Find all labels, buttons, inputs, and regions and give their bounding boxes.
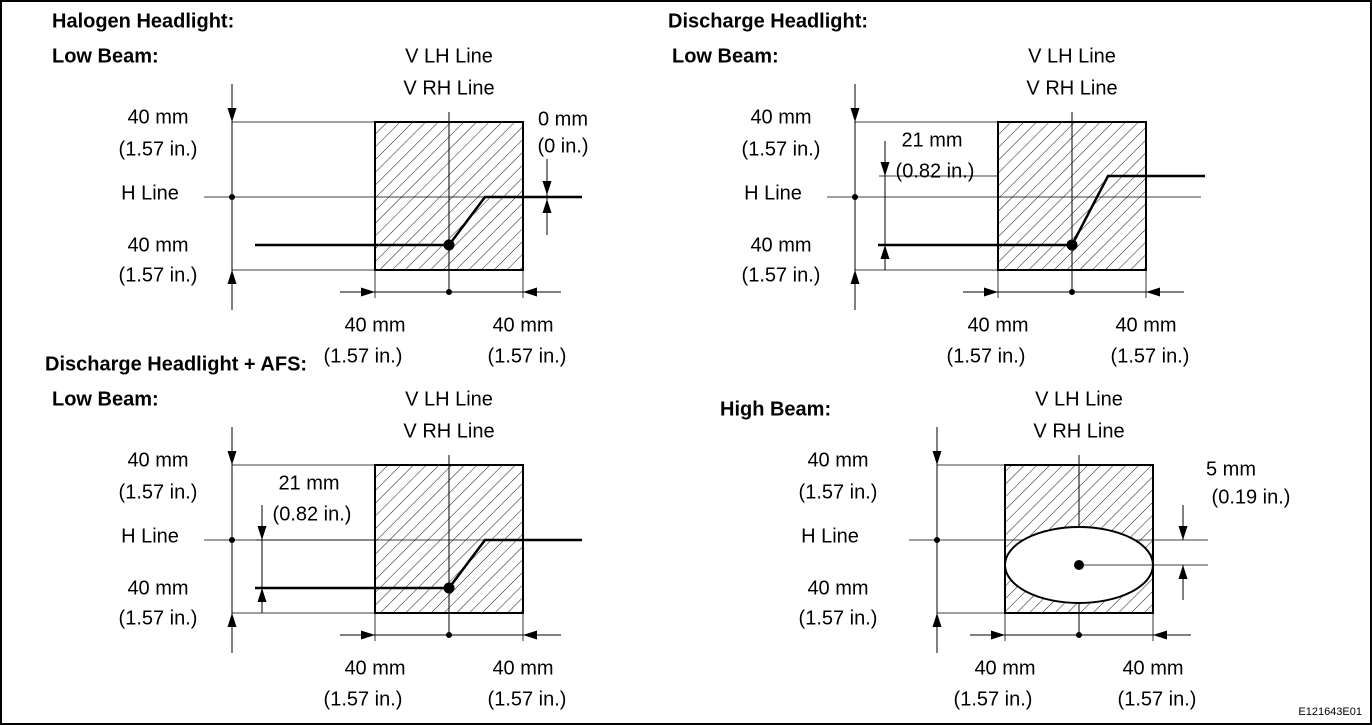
label: 40 mm: [127, 106, 188, 128]
label: (0.82 in.): [896, 160, 975, 182]
label: 40 mm: [750, 106, 811, 128]
arrowhead: [932, 451, 942, 465]
arrowhead: [227, 613, 237, 627]
dot: [852, 194, 858, 200]
label: H Line: [744, 182, 802, 204]
label: 21 mm: [901, 129, 962, 151]
arrowhead: [1178, 565, 1188, 579]
label: (0 in.): [537, 135, 588, 157]
label: Discharge Headlight:: [668, 10, 868, 32]
label: (1.57 in.): [954, 688, 1033, 710]
label: (0.82 in.): [273, 503, 352, 525]
arrowhead: [932, 613, 942, 627]
label: (1.57 in.): [324, 688, 403, 710]
label: V LH Line: [405, 45, 493, 67]
label: V LH Line: [1028, 45, 1116, 67]
arrowhead: [984, 287, 998, 297]
cutoff-line: [255, 195, 582, 247]
label: 40 mm: [492, 657, 553, 679]
label: (1.57 in.): [799, 481, 878, 503]
label: 5 mm: [1206, 458, 1256, 480]
label: 40 mm: [807, 577, 868, 599]
arrowhead: [361, 630, 375, 640]
arrowhead: [227, 270, 237, 284]
label: (1.57 in.): [947, 345, 1026, 367]
arrowhead: [880, 245, 890, 259]
label: 40 mm: [127, 449, 188, 471]
label: Discharge Headlight + AFS:: [45, 353, 307, 375]
label: High Beam:: [720, 398, 831, 420]
arrowhead: [542, 199, 552, 213]
cutoff-line: [878, 174, 1205, 247]
label: H Line: [121, 182, 179, 204]
label: V LH Line: [1035, 388, 1123, 410]
dot: [229, 194, 235, 200]
dot: [446, 289, 452, 295]
arrowhead: [257, 526, 267, 540]
arrowhead: [523, 630, 537, 640]
label: 40 mm: [967, 314, 1028, 336]
label: 40 mm: [127, 577, 188, 599]
label: 21 mm: [278, 472, 339, 494]
label: V RH Line: [1026, 77, 1117, 99]
dot: [1066, 239, 1078, 251]
label: 40 mm: [1115, 314, 1176, 336]
label: (1.57 in.): [1118, 688, 1197, 710]
arrowhead: [850, 108, 860, 122]
label: (0.19 in.): [1212, 486, 1291, 508]
label: 40 mm: [344, 657, 405, 679]
label: (1.57 in.): [488, 345, 567, 367]
arrowhead: [1178, 526, 1188, 540]
label: 40 mm: [807, 449, 868, 471]
label: (1.57 in.): [1111, 345, 1190, 367]
label: V RH Line: [403, 420, 494, 442]
label: 40 mm: [750, 234, 811, 256]
label: (1.57 in.): [119, 481, 198, 503]
arrowhead: [361, 287, 375, 297]
arrowhead: [227, 108, 237, 122]
label: (1.57 in.): [488, 688, 567, 710]
label: (1.57 in.): [742, 264, 821, 286]
dot: [1076, 632, 1082, 638]
label: 40 mm: [492, 314, 553, 336]
label: (1.57 in.): [324, 345, 403, 367]
label: 40 mm: [127, 234, 188, 256]
label: 0 mm: [538, 108, 588, 130]
dot: [229, 537, 235, 543]
dot: [934, 537, 940, 543]
dot: [1069, 289, 1075, 295]
label: Low Beam:: [52, 388, 159, 410]
arrowhead: [542, 181, 552, 195]
label: V LH Line: [405, 388, 493, 410]
label: Low Beam:: [672, 45, 779, 67]
label: (1.57 in.): [119, 264, 198, 286]
label: V RH Line: [403, 77, 494, 99]
dot: [443, 582, 455, 594]
label: H Line: [801, 525, 859, 547]
dot: [446, 632, 452, 638]
label: (1.57 in.): [799, 607, 878, 629]
label: 40 mm: [1122, 657, 1183, 679]
label: 40 mm: [344, 314, 405, 336]
label: (1.57 in.): [119, 607, 198, 629]
label: (1.57 in.): [119, 138, 198, 160]
label: Low Beam:: [52, 45, 159, 67]
label: Halogen Headlight:: [52, 10, 234, 32]
arrowhead: [1146, 287, 1160, 297]
arrowhead: [257, 588, 267, 602]
figure-code: E121643E01: [1298, 706, 1362, 718]
label: (1.57 in.): [742, 138, 821, 160]
label: H Line: [121, 525, 179, 547]
arrowhead: [523, 287, 537, 297]
arrowhead: [227, 451, 237, 465]
arrowhead: [1153, 630, 1167, 640]
label: 40 mm: [974, 657, 1035, 679]
cutoff-line: [255, 538, 582, 590]
dot: [443, 239, 455, 251]
label: V RH Line: [1033, 420, 1124, 442]
arrowhead: [880, 162, 890, 176]
arrowhead: [991, 630, 1005, 640]
arrowhead: [850, 270, 860, 284]
